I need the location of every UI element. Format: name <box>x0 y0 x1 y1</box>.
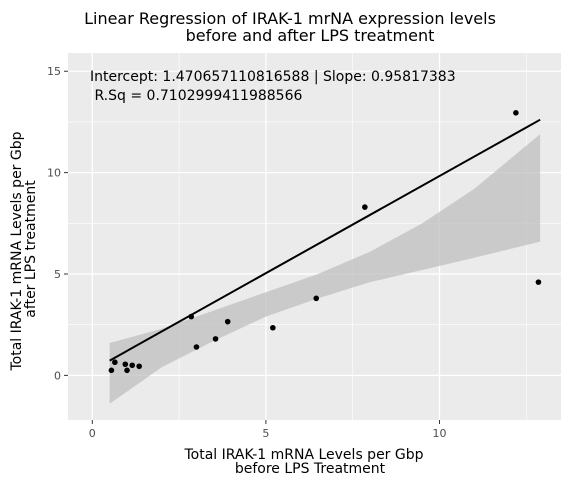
data-point <box>270 324 276 331</box>
data-point <box>124 367 130 374</box>
y-axis-title-line-1: Total IRAK-1 mRNA Levels per Gbp <box>9 131 25 371</box>
annotation-line-1: Intercept: 1.470657110816588 | Slope: 0.… <box>90 69 456 85</box>
regression-line <box>109 118 541 362</box>
annotation-line-2: R.Sq = 0.7102999411988566 <box>90 88 302 104</box>
x-axis-title-line-1: Total IRAK-1 mRNA Levels per Gbp <box>183 447 423 463</box>
data-point <box>224 318 231 325</box>
data-points <box>108 110 542 374</box>
y-axis-title-line-2: after LPS treatment <box>23 180 39 318</box>
data-point <box>136 363 142 370</box>
x-tick-label: 5 <box>262 427 269 440</box>
y-axis-ticks: 0 5 10 15 <box>47 65 68 382</box>
chart-title-line-2: before and after LPS treatment <box>186 26 435 45</box>
y-tick-label: 10 <box>47 167 61 180</box>
x-axis-ticks: 0 5 10 <box>89 420 446 440</box>
data-point <box>188 313 195 320</box>
y-tick-label: 15 <box>47 65 61 78</box>
grid-minor <box>68 53 561 420</box>
data-point <box>212 336 219 342</box>
data-point <box>129 362 136 369</box>
y-tick-label: 0 <box>54 369 61 382</box>
x-tick-label: 10 <box>432 427 446 440</box>
chart-title-line-1: Linear Regression of IRAK-1 mrNA express… <box>84 9 496 28</box>
data-point <box>108 367 115 374</box>
data-point <box>313 295 320 302</box>
x-axis-title-line-2: before LPS Treatment <box>235 461 386 477</box>
data-point <box>112 359 118 366</box>
data-point <box>122 361 129 368</box>
data-point <box>193 344 200 350</box>
data-point <box>535 279 542 285</box>
confidence-band <box>109 134 541 404</box>
data-point <box>513 110 519 116</box>
x-tick-label: 0 <box>89 427 96 440</box>
y-tick-label: 5 <box>54 268 61 281</box>
data-point <box>362 204 368 210</box>
